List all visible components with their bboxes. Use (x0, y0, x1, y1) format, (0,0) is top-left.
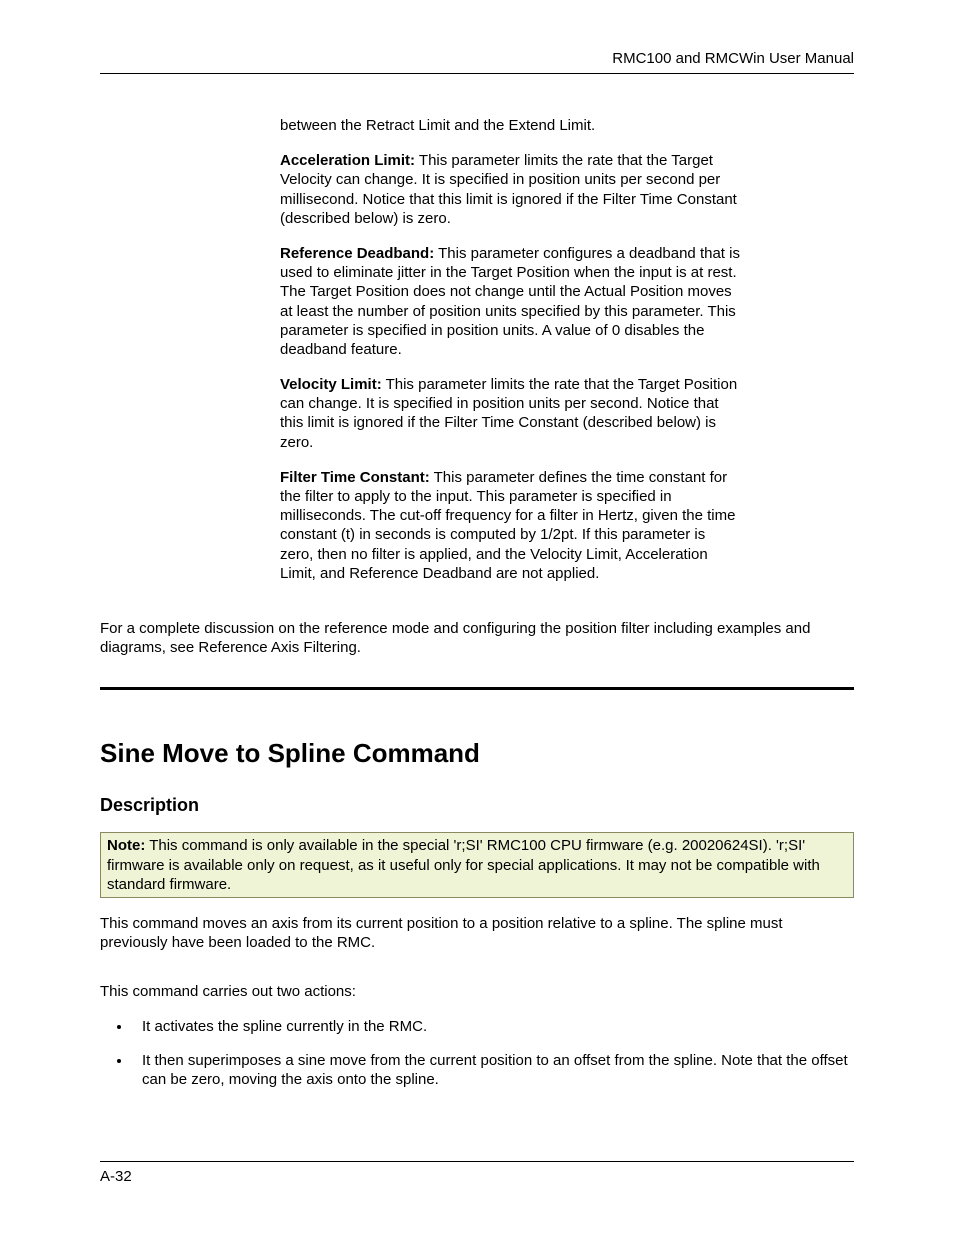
section-divider (100, 687, 854, 690)
note-body: This command is only available in the sp… (107, 837, 820, 892)
indented-parameter-block: between the Retract Limit and the Extend… (280, 116, 740, 583)
param-filter-time-constant: Filter Time Constant: This parameter def… (280, 468, 740, 583)
param-label: Filter Time Constant: (280, 469, 430, 486)
page-footer: A-32 (100, 1161, 854, 1185)
closing-paragraph: For a complete discussion on the referen… (100, 619, 854, 657)
continuation-line: between the Retract Limit and the Extend… (280, 116, 740, 135)
note-label: Note: (107, 837, 145, 854)
action-list: It activates the spline currently in the… (132, 1017, 854, 1089)
param-label: Acceleration Limit: (280, 152, 415, 169)
param-label: Velocity Limit: (280, 376, 382, 393)
param-label: Reference Deadband: (280, 245, 434, 262)
page-header: RMC100 and RMCWin User Manual (100, 50, 854, 74)
list-item: It activates the spline currently in the… (132, 1017, 854, 1036)
section-title: Sine Move to Spline Command (100, 738, 854, 769)
header-title: RMC100 and RMCWin User Manual (612, 50, 854, 67)
note-box: Note: This command is only available in … (100, 832, 854, 898)
page-number: A-32 (100, 1168, 132, 1185)
param-velocity-limit: Velocity Limit: This parameter limits th… (280, 375, 740, 452)
param-acceleration-limit: Acceleration Limit: This parameter limit… (280, 151, 740, 228)
param-reference-deadband: Reference Deadband: This parameter confi… (280, 244, 740, 359)
section-paragraph-2: This command carries out two actions: (100, 982, 854, 1001)
subsection-title: Description (100, 795, 854, 816)
page: RMC100 and RMCWin User Manual between th… (0, 0, 954, 1235)
list-item: It then superimposes a sine move from th… (132, 1051, 854, 1089)
section-paragraph-1: This command moves an axis from its curr… (100, 914, 854, 952)
